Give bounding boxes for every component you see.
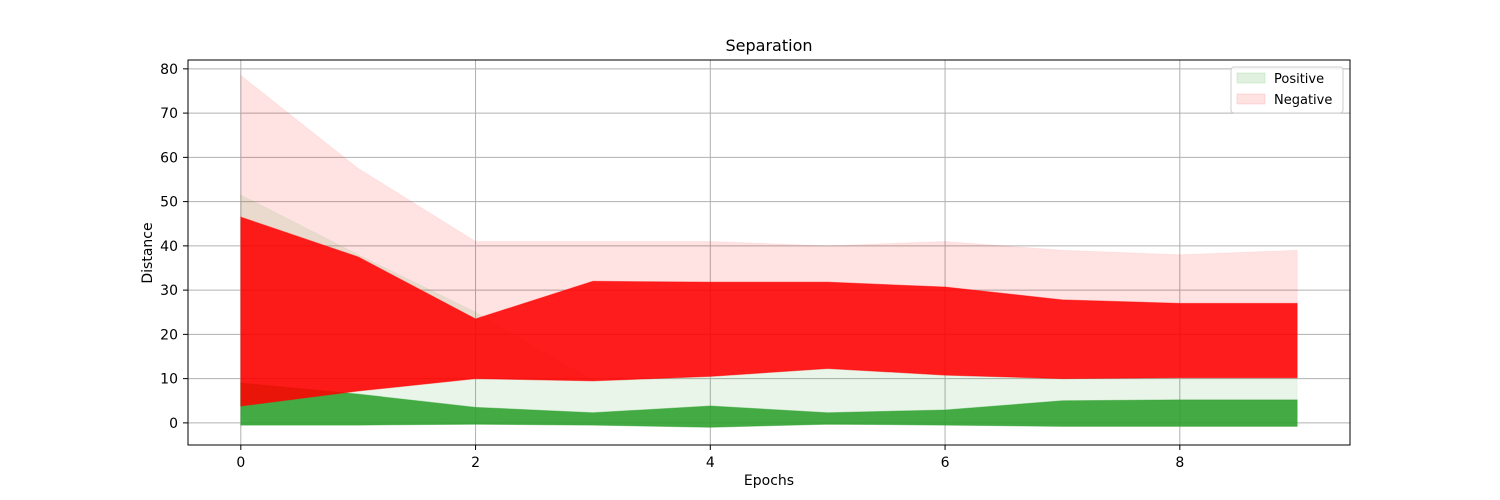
legend-label-positive: Positive (1274, 72, 1324, 87)
y-tick-label: 50 (160, 195, 178, 211)
y-tick-label: 60 (160, 150, 178, 166)
negative-inner-band (240, 216, 1298, 407)
y-tick-label: 30 (160, 283, 178, 299)
x-axis-label: Epochs (744, 473, 794, 489)
legend-swatch-negative (1236, 93, 1266, 105)
y-tick-label: 70 (160, 106, 178, 122)
x-tick-label: 4 (706, 455, 715, 471)
legend-label-negative: Negative (1274, 93, 1332, 108)
y-tick-label: 20 (160, 327, 178, 343)
area-series (240, 74, 1298, 428)
plot-frame (187, 59, 1351, 446)
x-tick-label: 8 (1175, 455, 1184, 471)
x-tick-label: 2 (471, 455, 480, 471)
legend-frame (1230, 66, 1344, 114)
y-tick-label: 10 (160, 372, 178, 388)
legend-swatch-positive (1236, 72, 1266, 84)
y-tick-label: 40 (160, 239, 178, 255)
legend: Positive Negative (1230, 66, 1344, 114)
y-axis-label: Distance (140, 222, 156, 283)
y-tick-label: 0 (169, 416, 178, 432)
x-tick-label: 0 (236, 455, 245, 471)
y-tick-label: 80 (160, 62, 178, 78)
chart-title: Separation (726, 36, 813, 55)
x-tick-label: 6 (941, 455, 950, 471)
positive-inner-band (240, 382, 1298, 428)
